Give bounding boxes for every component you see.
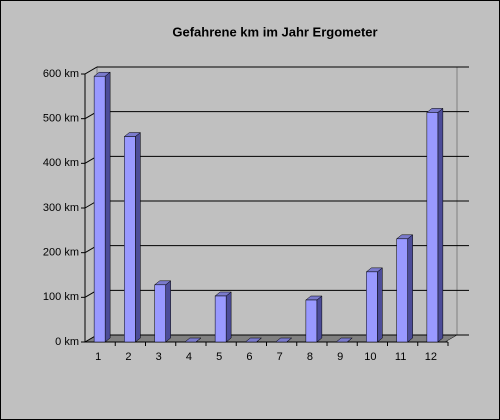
x-tick-label: 3 [156, 351, 162, 363]
y-tick-label: 300 km [43, 202, 79, 214]
bar-side [135, 132, 141, 343]
bar [93, 75, 106, 343]
bar-side [377, 267, 383, 343]
bar-side [104, 71, 111, 343]
bar [214, 295, 227, 343]
y-tick-label: 0 km [55, 336, 79, 348]
bar-side [165, 280, 171, 343]
x-tick-label: 6 [246, 351, 252, 363]
bar [305, 299, 318, 343]
bar-side [225, 291, 232, 343]
chart-title: Gefahrene km im Jahr Ergometer [172, 24, 377, 39]
bar [124, 136, 136, 343]
y-tick-label: 100 km [43, 291, 79, 303]
y-tick-label: 500 km [43, 113, 79, 125]
x-tick-label: 11 [395, 351, 406, 363]
y-tick-label: 200 km [43, 247, 79, 259]
x-tick-label: 7 [277, 351, 283, 363]
x-tick-label: 9 [337, 351, 343, 363]
bar-top [244, 337, 263, 343]
bar-side [316, 295, 323, 343]
x-tick-label: 8 [307, 351, 313, 363]
y-tick-label: 600 km [43, 68, 79, 80]
grid-line [84, 66, 98, 75]
bar [154, 284, 166, 343]
bar-side [437, 107, 444, 343]
x-tick-label: 10 [364, 351, 376, 363]
bar [426, 112, 439, 343]
bar-top [335, 337, 353, 343]
x-tick-label: 1 [95, 351, 101, 363]
bar-side [407, 234, 413, 343]
x-tick-label: 2 [125, 351, 131, 363]
bar [366, 271, 378, 343]
bar [396, 238, 408, 343]
x-tick-label: 4 [186, 351, 192, 363]
y-tick-label: 400 km [43, 157, 79, 169]
x-tick-label: 5 [216, 351, 222, 363]
bar-top [184, 337, 202, 343]
bar-top [274, 337, 293, 343]
x-tick-label: 12 [425, 351, 437, 363]
